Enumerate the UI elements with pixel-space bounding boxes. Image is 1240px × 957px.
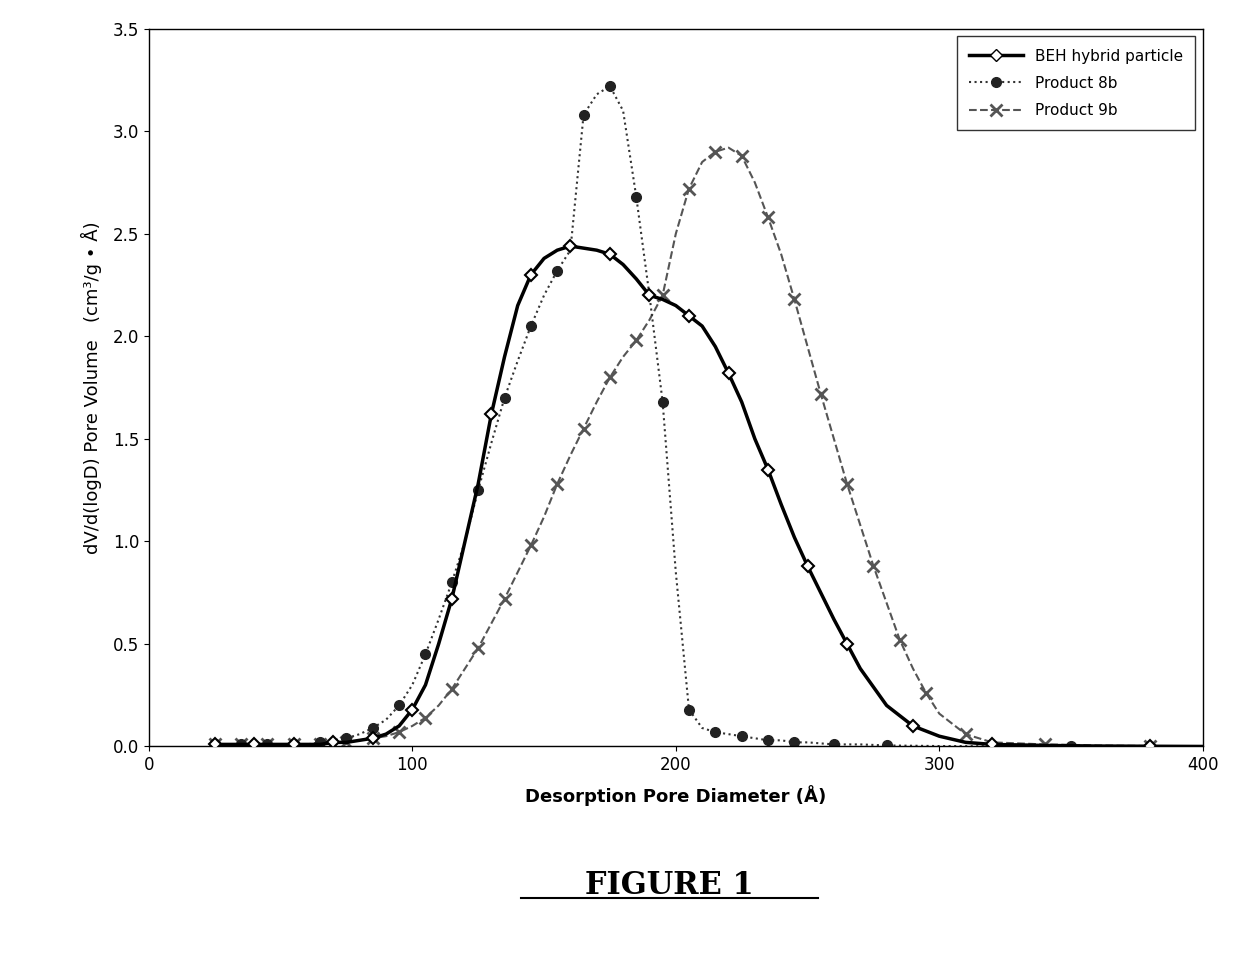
Line: BEH hybrid particle: BEH hybrid particle [211, 242, 1207, 750]
BEH hybrid particle [563, 240, 578, 252]
Y-axis label: dV/d(logD) Pore Volume   (cm³/g • Å): dV/d(logD) Pore Volume (cm³/g • Å) [81, 221, 102, 554]
Product 8b [1064, 741, 1079, 752]
Product 8b [404, 679, 419, 691]
Product 8b [694, 723, 709, 734]
Product 8b [603, 80, 618, 92]
BEH hybrid particle [326, 737, 341, 748]
Product 9b [273, 739, 288, 750]
Product 9b [366, 732, 381, 744]
Product 8b [655, 396, 670, 408]
BEH hybrid particle [774, 499, 789, 510]
Product 8b [207, 739, 222, 750]
Product 9b [207, 739, 222, 750]
BEH hybrid particle [616, 258, 631, 270]
Product 9b [694, 156, 709, 167]
BEH hybrid particle [207, 739, 222, 750]
Product 9b [1195, 741, 1210, 752]
Product 9b [919, 687, 934, 699]
Product 9b [722, 142, 737, 153]
X-axis label: Desorption Pore Diameter (Å): Desorption Pore Diameter (Å) [526, 786, 826, 807]
Product 8b [352, 728, 367, 740]
BEH hybrid particle [1195, 741, 1210, 752]
Legend: BEH hybrid particle, Product 8b, Product 9b: BEH hybrid particle, Product 8b, Product… [957, 36, 1195, 130]
Product 8b [418, 649, 433, 660]
Line: Product 9b: Product 9b [210, 142, 1208, 752]
Product 8b [932, 741, 947, 752]
Product 9b [418, 712, 433, 723]
Product 9b [603, 371, 618, 383]
BEH hybrid particle [233, 739, 248, 750]
BEH hybrid particle [286, 739, 301, 750]
Text: FIGURE 1: FIGURE 1 [585, 870, 754, 901]
BEH hybrid particle [404, 703, 419, 715]
Line: Product 8b: Product 8b [210, 81, 1076, 751]
